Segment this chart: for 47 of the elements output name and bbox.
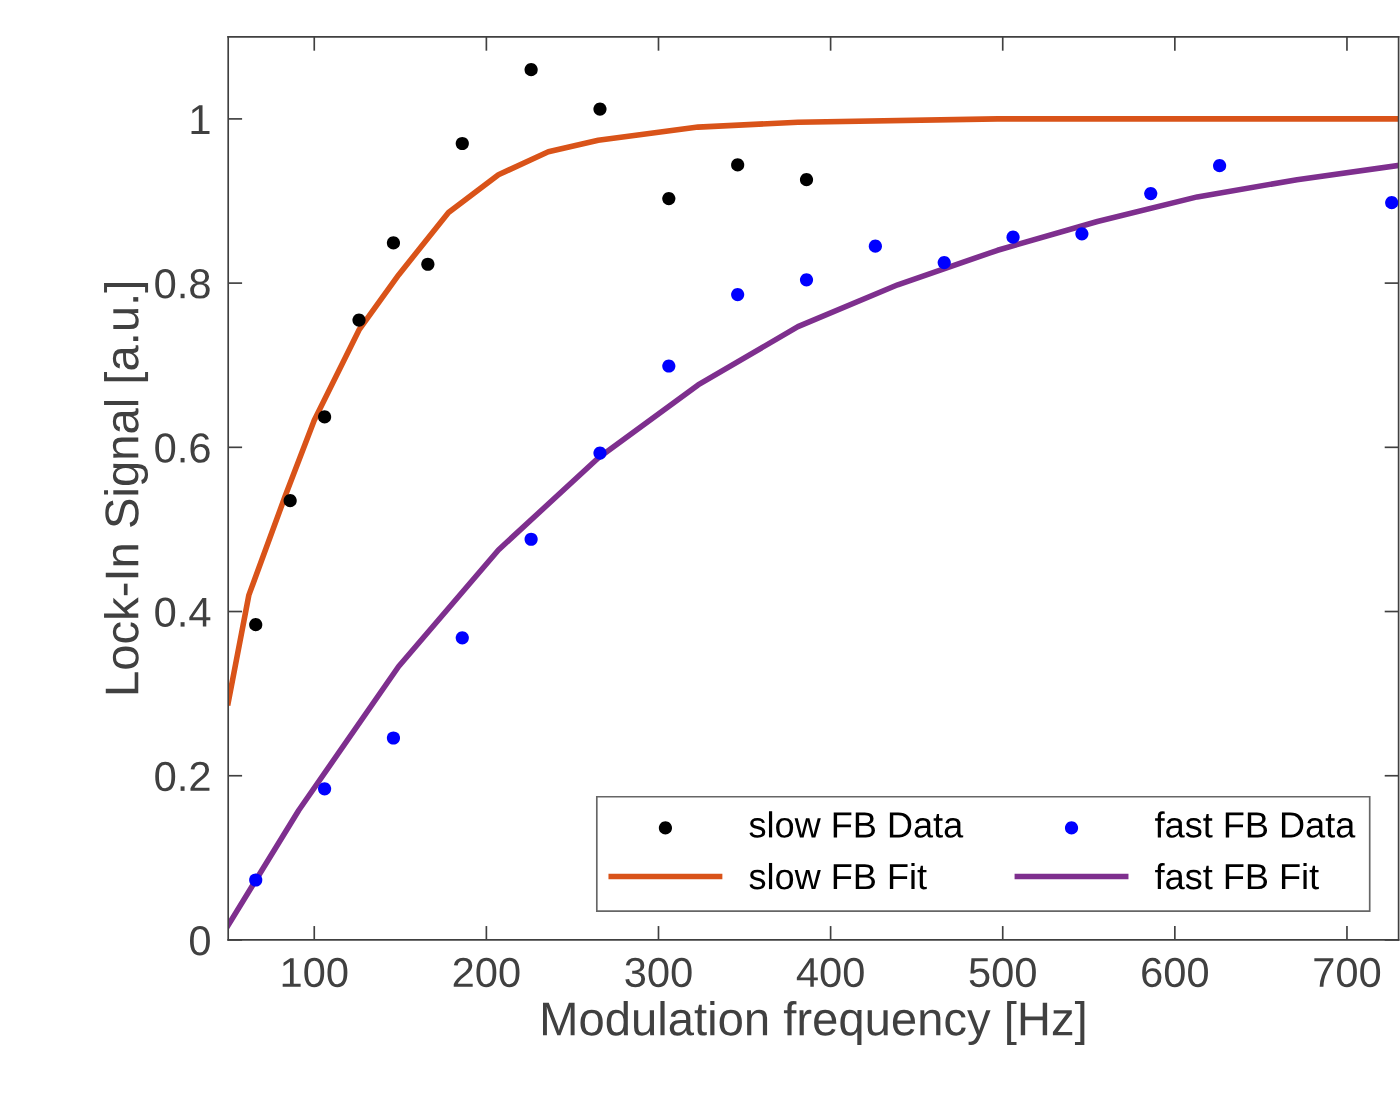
point [352, 313, 366, 327]
y-tick-label: 0 [189, 925, 210, 956]
point [1006, 230, 1020, 244]
x-axis-title: Modulation frequency [Hz] [543, 1001, 1085, 1046]
point [868, 239, 882, 253]
x-tick-label: 700 [1314, 957, 1381, 988]
point [662, 191, 676, 206]
point [799, 273, 814, 287]
legend-label: fast FB Fit [1155, 862, 1319, 890]
point [455, 136, 469, 151]
point [1144, 187, 1158, 201]
y-tick-label: 0.2 [155, 761, 210, 792]
y-axis-title: Lock-In Signal [a.u.] [104, 283, 149, 694]
point [455, 631, 469, 645]
x-tick-label: 500 [969, 957, 1036, 988]
x-tick-label: 400 [796, 957, 864, 988]
point [524, 63, 538, 77]
x-tick-label: 300 [625, 957, 692, 988]
legend-label: slow FB Data [749, 811, 964, 838]
point [937, 255, 951, 270]
point [1385, 196, 1399, 210]
y-tick-label: 1 [191, 105, 210, 134]
point [593, 102, 607, 116]
x-tick-label: 100 [282, 957, 348, 988]
point [1075, 227, 1089, 241]
legend-label: slow FB Fit [749, 862, 927, 890]
point [318, 410, 332, 424]
y-tick-label: 0.8 [155, 269, 210, 299]
point [249, 873, 263, 887]
point [386, 236, 401, 250]
point [421, 257, 435, 271]
y-tick-label: 0.4 [155, 597, 211, 628]
point [799, 173, 814, 187]
x-tick-label: 600 [1142, 957, 1208, 988]
point [249, 618, 263, 632]
point [593, 446, 607, 460]
y-tick-label: 0.6 [155, 433, 210, 463]
point [283, 494, 297, 508]
point [1213, 159, 1227, 173]
point [524, 532, 538, 546]
legend-label: fast FB Data [1155, 811, 1356, 838]
point [662, 359, 676, 373]
point [318, 782, 332, 796]
point [731, 288, 745, 302]
x-tick-label: 200 [453, 957, 520, 988]
point [386, 731, 401, 745]
point [731, 158, 745, 172]
